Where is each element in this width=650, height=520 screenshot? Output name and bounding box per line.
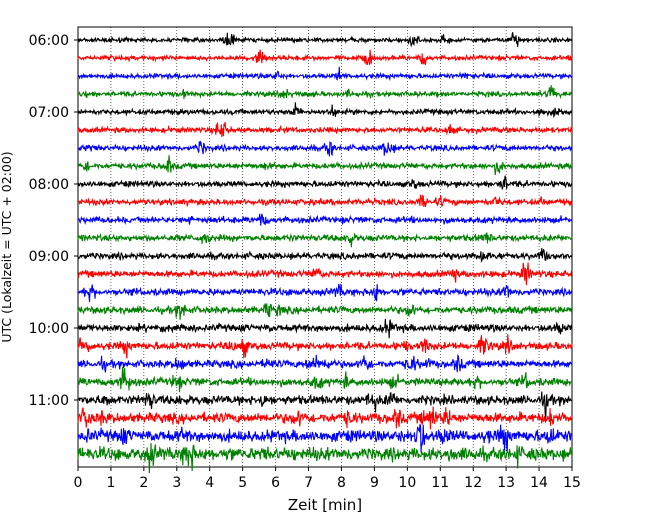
x-tick-label: 14 — [530, 475, 548, 491]
seismic-trace-line — [77, 367, 573, 393]
seismic-trace-line — [77, 406, 573, 430]
x-tick-label: 13 — [497, 475, 515, 491]
seismic-trace-line — [77, 318, 573, 339]
y-tick-label: 08:00 — [29, 177, 69, 193]
seismic-trace-line — [77, 213, 573, 226]
x-tick-label: 7 — [304, 475, 313, 491]
x-tick-label: 9 — [370, 475, 379, 491]
seismic-trace-line — [77, 140, 573, 157]
seismic-trace-line — [77, 262, 573, 286]
seismic-trace-line — [77, 302, 573, 320]
plot-frame — [77, 26, 573, 468]
y-tick-label: 06:00 — [29, 33, 69, 49]
seismic-trace-line — [77, 194, 573, 208]
seismic-trace-line — [77, 283, 573, 302]
seismic-trace-line — [77, 121, 573, 138]
seismic-trace-line — [77, 175, 573, 191]
x-tick-label: 11 — [431, 475, 449, 491]
x-tick-label: 4 — [205, 475, 214, 491]
seismic-trace-line — [77, 49, 573, 66]
x-tick-label: 0 — [74, 475, 83, 491]
seismic-trace-line — [77, 66, 573, 82]
seismic-trace-line — [77, 334, 573, 359]
y-axis-title: UTC (Lokalzeit = UTC + 02:00) — [0, 151, 14, 342]
seismic-trace-line — [77, 85, 573, 100]
y-axis-ticks: 06:00 07:00 08:00 09:00 10:00 11:00 — [29, 33, 78, 409]
x-axis-title: Zeit [min] — [288, 496, 362, 514]
x-grid — [110, 27, 540, 467]
x-tick-label: 10 — [398, 475, 416, 491]
y-tick-label: 11:00 — [29, 393, 69, 409]
y-tick-label: 10:00 — [29, 321, 69, 337]
x-tick-label: 8 — [337, 475, 346, 491]
seismic-trace-line — [77, 32, 573, 48]
seismic-trace-line — [77, 232, 573, 248]
seismic-trace-line — [77, 155, 573, 176]
seismic-trace-line — [77, 102, 573, 119]
x-tick-label: 1 — [106, 475, 115, 491]
seismic-trace-line — [77, 247, 573, 264]
seismic-trace-line — [77, 353, 573, 373]
x-tick-label: 2 — [139, 475, 148, 491]
x-tick-label: 15 — [563, 475, 581, 491]
seismic-trace-line — [77, 391, 573, 422]
x-tick-label: 12 — [464, 475, 482, 491]
x-tick-label: 5 — [238, 475, 247, 491]
x-tick-label: 3 — [172, 475, 181, 491]
seismic-trace-line — [77, 424, 573, 453]
y-tick-label: 09:00 — [29, 249, 69, 265]
y-tick-label: 07:00 — [29, 105, 69, 121]
x-tick-label: 6 — [271, 475, 280, 491]
seismic-trace-line — [77, 442, 573, 474]
x-axis-ticks: 0 1 2 3 4 5 6 7 8 9 10 11 12 13 14 15 — [74, 467, 581, 491]
seismic-traces — [77, 32, 573, 474]
